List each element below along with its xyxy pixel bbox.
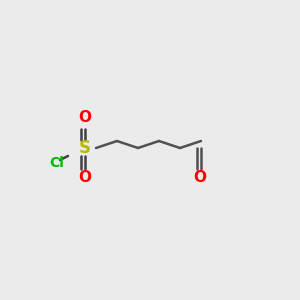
Text: O: O [79, 110, 92, 125]
Text: Cl: Cl [50, 156, 64, 170]
Text: S: S [79, 139, 91, 157]
Text: O: O [79, 170, 92, 185]
Text: O: O [194, 170, 206, 185]
